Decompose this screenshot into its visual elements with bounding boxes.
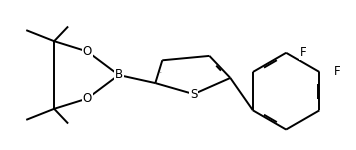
Text: B: B (115, 69, 123, 81)
Text: F: F (300, 46, 307, 59)
Text: O: O (83, 45, 92, 58)
Text: O: O (83, 92, 92, 105)
Text: F: F (334, 66, 340, 78)
Text: S: S (190, 88, 197, 101)
